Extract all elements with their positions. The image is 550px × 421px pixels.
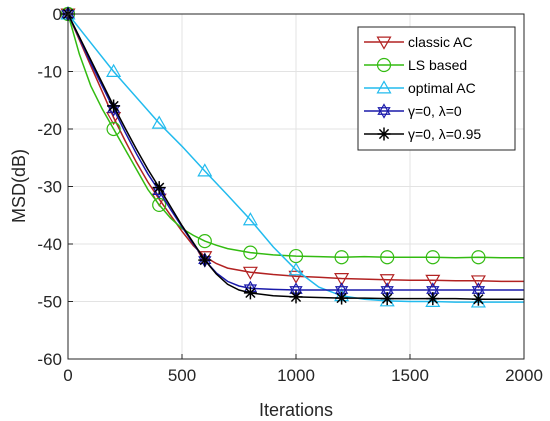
- circle-marker: [106, 121, 121, 137]
- asterisk-marker: [377, 127, 391, 141]
- triangle-up-marker: [106, 63, 122, 77]
- triangle-down-marker: [425, 274, 441, 288]
- legend-entry: optimal AC: [364, 80, 476, 96]
- x-axis-label: Iterations: [259, 400, 333, 420]
- triangle-up-marker: [425, 293, 441, 307]
- hexagram-marker: [377, 107, 391, 119]
- triangle-down-marker: [379, 274, 395, 288]
- x-tick-label: 0: [63, 366, 72, 385]
- asterisk-marker: [289, 290, 303, 304]
- asterisk-marker: [426, 292, 440, 306]
- triangle-up-marker: [470, 294, 486, 308]
- asterisk-marker: [152, 181, 166, 195]
- hexagram-marker: [289, 286, 303, 298]
- legend-label: optimal AC: [408, 80, 476, 96]
- asterisk-marker: [198, 253, 212, 267]
- hexagram-marker: [334, 286, 349, 298]
- triangle-down-marker: [470, 275, 486, 289]
- triangle-up-marker: [379, 293, 395, 307]
- series-line: [67, 13, 524, 291]
- hexagram-marker: [380, 286, 394, 298]
- circle-marker: [334, 250, 349, 265]
- circle-marker: [471, 250, 486, 265]
- y-tick-label: -30: [37, 178, 62, 197]
- hexagram-marker: [377, 103, 391, 115]
- y-tick-label: -10: [37, 63, 62, 82]
- legend-entry: classic AC: [364, 34, 473, 50]
- triangle-up-marker: [151, 115, 167, 129]
- y-tick-label: -50: [37, 293, 62, 312]
- triangle-down-marker: [376, 36, 392, 50]
- x-tick-label: 1500: [391, 366, 429, 385]
- y-tick-label: 0: [53, 5, 62, 24]
- circle-marker: [380, 250, 395, 265]
- series-layer: [60, 6, 524, 308]
- legend-entry: γ=0, λ=0.95: [364, 126, 481, 142]
- triangle-up-marker: [376, 80, 392, 94]
- legend-entry: LS based: [364, 57, 467, 73]
- triangle-down-marker: [242, 266, 258, 280]
- legend-label: LS based: [408, 57, 467, 73]
- y-tick-label: -40: [37, 235, 62, 254]
- y-tick-label: -20: [37, 120, 62, 139]
- legend-label: γ=0, λ=0.95: [408, 126, 481, 142]
- y-axis-label: MSD(dB): [9, 149, 29, 223]
- circle-marker: [197, 234, 212, 249]
- triangle-down-marker: [334, 273, 350, 287]
- circle-marker: [376, 57, 392, 73]
- asterisk-marker: [107, 99, 121, 113]
- hexagram-marker: [426, 286, 440, 298]
- x-tick-label: 500: [168, 366, 196, 385]
- circle-marker: [425, 250, 440, 265]
- legend-label: γ=0, λ=0: [408, 103, 462, 119]
- hexagram-marker: [471, 286, 486, 298]
- y-tick-label: -60: [37, 350, 62, 369]
- asterisk-marker: [380, 292, 394, 306]
- circle-marker: [243, 245, 258, 260]
- x-tick-label: 2000: [505, 366, 543, 385]
- legend-label: classic AC: [408, 34, 473, 50]
- triangle-up-marker: [288, 262, 304, 276]
- series-line: [67, 13, 524, 300]
- ticks: 0 500 1000 1500 2000 0 -10 -20 -30 -40 -50 -60: [37, 5, 542, 385]
- asterisk-marker: [335, 291, 349, 305]
- x-tick-label: 1000: [277, 366, 315, 385]
- series-4: [61, 7, 524, 306]
- triangle-up-marker: [242, 212, 258, 226]
- series-line: [67, 13, 524, 303]
- series-line: [67, 13, 524, 283]
- legend-entry: γ=0, λ=0: [364, 103, 462, 119]
- triangle-up-marker: [197, 163, 213, 177]
- legend: classic AC LS based optimal AC γ=0, λ=0 γ=0,…: [357, 26, 516, 151]
- asterisk-marker: [471, 292, 485, 306]
- asterisk-marker: [243, 286, 257, 300]
- series-line: [67, 13, 524, 259]
- triangle-down-marker: [288, 270, 304, 284]
